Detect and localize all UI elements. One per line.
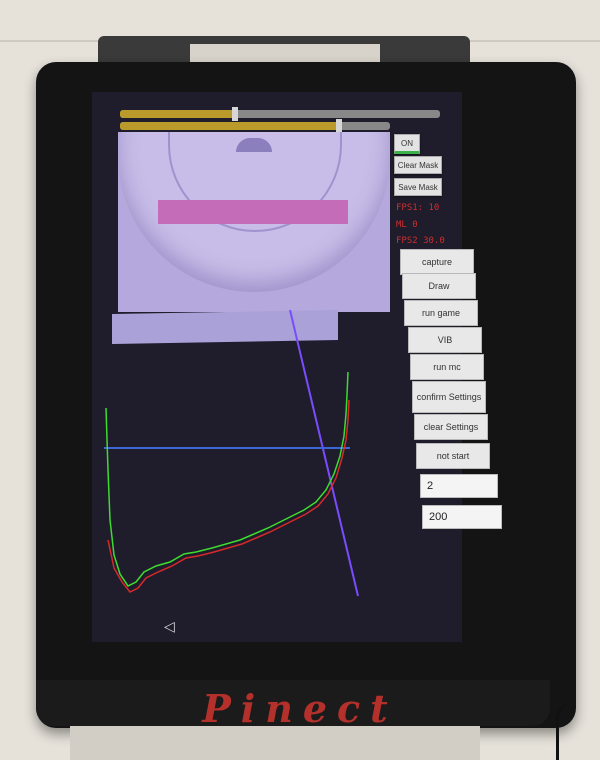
device-base (36, 680, 550, 726)
brand-logo: Pinect (202, 686, 398, 731)
ml-readout: ML 0 (396, 220, 418, 230)
clear-settings-button[interactable]: clear Settings (414, 414, 488, 440)
red-profile-curve (107, 399, 350, 593)
slider-fill (120, 110, 236, 118)
second-slider[interactable] (120, 119, 390, 133)
run-mc-button[interactable]: run mc (410, 354, 484, 380)
basin-notch (236, 138, 272, 152)
confirm-settings-button[interactable]: confirm Settings (412, 381, 486, 413)
device-stand (70, 726, 480, 760)
power-cable (556, 704, 583, 760)
save-mask-button[interactable]: Save Mask (394, 178, 442, 196)
slider-fill (120, 122, 339, 130)
capture-button[interactable]: capture (400, 249, 474, 275)
run-game-button[interactable]: run game (404, 300, 478, 326)
setting-field-2[interactable]: 200 (422, 505, 502, 529)
camera-preview (118, 132, 390, 312)
back-nav-icon[interactable]: ◁ (164, 618, 175, 634)
setting-field-1[interactable]: 2 (420, 474, 498, 498)
green-profile-curve (105, 371, 349, 587)
slider-thumb[interactable] (335, 119, 342, 133)
purple-guide-line (289, 309, 359, 597)
slider-thumb[interactable] (232, 107, 239, 121)
clear-mask-button[interactable]: Clear Mask (394, 156, 442, 174)
vib-button[interactable]: VIB (408, 327, 482, 353)
fps2-readout: FPS2 30.0 (396, 236, 445, 246)
top-slider[interactable] (120, 107, 440, 121)
draw-button[interactable]: Draw (402, 273, 476, 299)
mask-region (158, 200, 348, 224)
not-start-button[interactable]: not start (416, 443, 490, 469)
fps1-readout: FPS1: 10 (396, 203, 440, 213)
on-button[interactable]: ON (394, 134, 420, 154)
